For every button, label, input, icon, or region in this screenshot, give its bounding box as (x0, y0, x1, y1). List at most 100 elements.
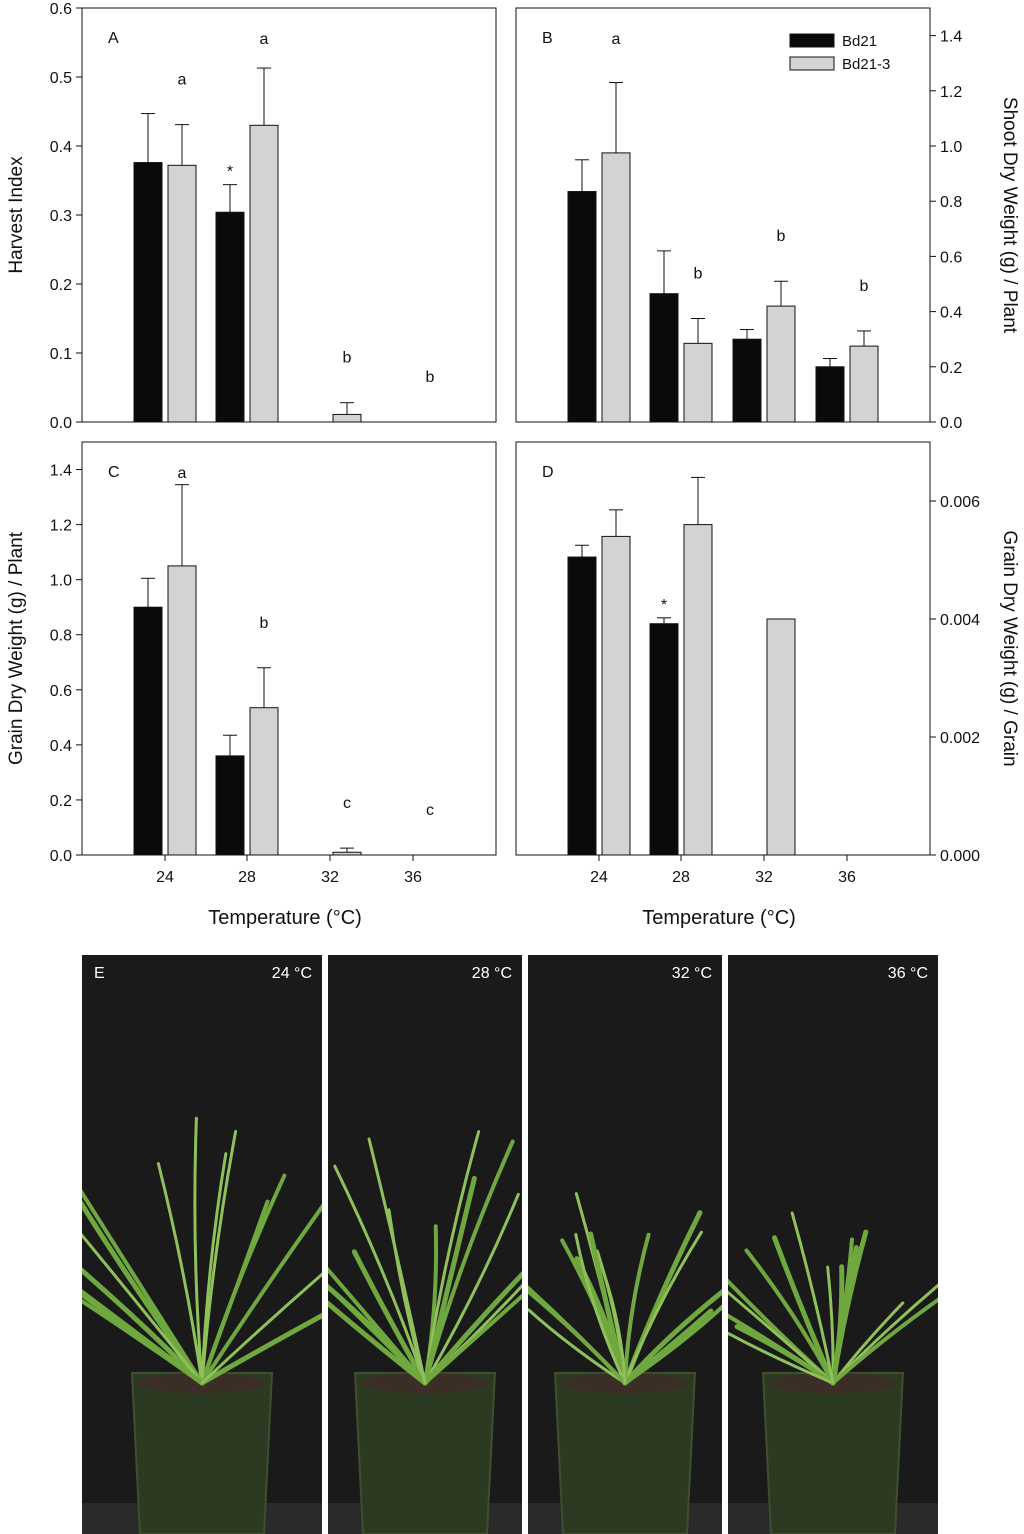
leaf-blade (199, 1312, 322, 1386)
sig-letter-c-32: c (343, 795, 351, 812)
bar-a-bd21-28 (215, 211, 245, 423)
bar-d-bd21-3-24 (601, 535, 631, 856)
panel-letter-a: A (108, 30, 119, 47)
plot-frame-b (515, 7, 931, 423)
leaf-blade (82, 1232, 204, 1385)
plant-photo-36: 36 °C (728, 955, 938, 1534)
leaf-blade (728, 1290, 835, 1385)
y-tick-label-b-0: 0.0 (940, 415, 962, 432)
legend-label-bd21-3: Bd21-3 (842, 56, 890, 73)
y-tick-label-d-0: 0.000 (940, 848, 980, 865)
sig-letter-a-36: b (426, 369, 435, 386)
chart-panel-c (76, 441, 497, 861)
y-tick-label-c-0: 0.0 (50, 848, 72, 865)
charts-figure: A 0.0 0.1 0.2 0.3 0.4 0.5 0.6 Harvest Index a a b b *… (6, 1, 1020, 929)
leaf-blade (156, 1162, 204, 1385)
x-tick-label-c-36: 36 (404, 869, 422, 886)
leaf-blade (423, 1139, 515, 1385)
leaf-blade (790, 1211, 835, 1385)
plot-frame-c (81, 441, 497, 856)
leaf-blade (200, 1272, 322, 1385)
panel-letter-c: C (108, 464, 120, 481)
x-tick-label-d-32: 32 (755, 869, 773, 886)
photo-label-24: 24 °C (271, 965, 312, 982)
pot-shape (353, 1372, 497, 1534)
leaf-blade (82, 1200, 205, 1386)
leaf-blade (599, 1264, 627, 1385)
photo-label-32: 32 °C (671, 965, 712, 982)
bar-a-bd21-24 (133, 162, 163, 423)
panel-letter-d: D (542, 464, 554, 481)
x-axis-title-d: Temperature (°C) (642, 907, 796, 929)
y-tick-label-b-7: 1.4 (940, 29, 962, 46)
bar-d-bd21-3-28 (683, 524, 713, 856)
bar-a-bd21-3-32 (332, 413, 362, 423)
y-tick-label-a-4: 0.4 (50, 139, 72, 156)
bar-c-bd21-3-32 (332, 851, 362, 856)
plant-photo-32: 32 °C (528, 955, 722, 1534)
chart-panel-b (515, 7, 936, 423)
bar-a-bd21-3-28 (249, 124, 279, 423)
y-tick-label-b-3: 0.6 (940, 249, 962, 266)
y-tick-label-b-5: 1.0 (940, 139, 962, 156)
bar-b-bd21-28 (649, 293, 679, 423)
bar-a-bd21-3-24 (167, 164, 197, 423)
bar-b-bd21-3-32 (766, 305, 796, 423)
sig-letter-a-24: a (178, 72, 187, 89)
leaf-blade (82, 1291, 205, 1386)
bar-b-bd21-24 (567, 191, 597, 423)
y-axis-title-b: Shoot Dry Weight (g) / Plant (999, 97, 1020, 334)
x-tick-label-c-28: 28 (238, 869, 256, 886)
significance-star-d-0: * (661, 597, 667, 614)
y-axis-title-a: Harvest Index (6, 156, 27, 274)
leaf-blade (200, 1173, 287, 1385)
sig-letter-b-36: b (860, 278, 869, 295)
leaf-blade (728, 1313, 835, 1385)
y-tick-label-c-3: 0.6 (50, 683, 72, 700)
leaf-blade (831, 1297, 938, 1385)
leaf-blade (574, 1232, 627, 1385)
y-tick-label-b-1: 0.2 (940, 360, 962, 377)
panel-letter-b: B (542, 30, 553, 47)
sig-letter-b-28: b (694, 266, 703, 283)
bar-c-bd21-3-28 (249, 707, 279, 856)
y-axis-title-c: Grain Dry Weight (g) / Plant (6, 531, 27, 765)
plant-photo-24: E 24 °C (82, 955, 322, 1534)
legend-swatch-bd21-3 (789, 56, 835, 71)
y-tick-label-a-0: 0.0 (50, 415, 72, 432)
y-tick-label-d-2: 0.004 (940, 612, 980, 629)
bar-d-bd21-3-32 (766, 618, 796, 856)
leaf-blade (622, 1308, 714, 1386)
y-axis-title-d: Grain Dry Weight (g) / Grain (999, 530, 1020, 766)
legend-swatch-bd21 (789, 33, 835, 48)
y-tick-label-c-5: 1.0 (50, 573, 72, 590)
bar-d-bd21-28 (649, 623, 679, 856)
leaf-blade (423, 1192, 520, 1385)
bar-b-bd21-3-28 (683, 342, 713, 423)
leaf-blade (328, 1283, 428, 1386)
y-tick-label-a-1: 0.1 (50, 346, 72, 363)
sig-letter-a-28: a (260, 31, 269, 48)
sig-letter-b-32: b (777, 228, 786, 245)
y-tick-label-b-6: 1.2 (940, 84, 962, 101)
leaf-blade (328, 1300, 428, 1386)
plot-frame-d (515, 441, 931, 856)
legend-label-bd21: Bd21 (842, 33, 877, 50)
bar-c-bd21-24 (133, 606, 163, 856)
leaf-blade (728, 1331, 835, 1385)
leaf-blade (423, 1130, 481, 1385)
leaf-blade (623, 1232, 651, 1385)
sig-letter-b-24: a (612, 31, 621, 48)
leaf-blade (82, 1267, 205, 1386)
bar-b-bd21-3-36 (849, 345, 879, 423)
leaf-blade (200, 1152, 228, 1385)
pot-shape (553, 1372, 697, 1534)
leaf-blade (772, 1235, 836, 1386)
leaf-blade (622, 1288, 722, 1386)
panel-letter-e: E (94, 965, 105, 982)
leaf-blade (193, 1116, 204, 1385)
y-tick-label-d-3: 0.006 (940, 494, 980, 511)
x-tick-label-c-24: 24 (156, 869, 174, 886)
pot-shape (761, 1372, 905, 1534)
y-tick-label-c-4: 0.8 (50, 628, 72, 645)
